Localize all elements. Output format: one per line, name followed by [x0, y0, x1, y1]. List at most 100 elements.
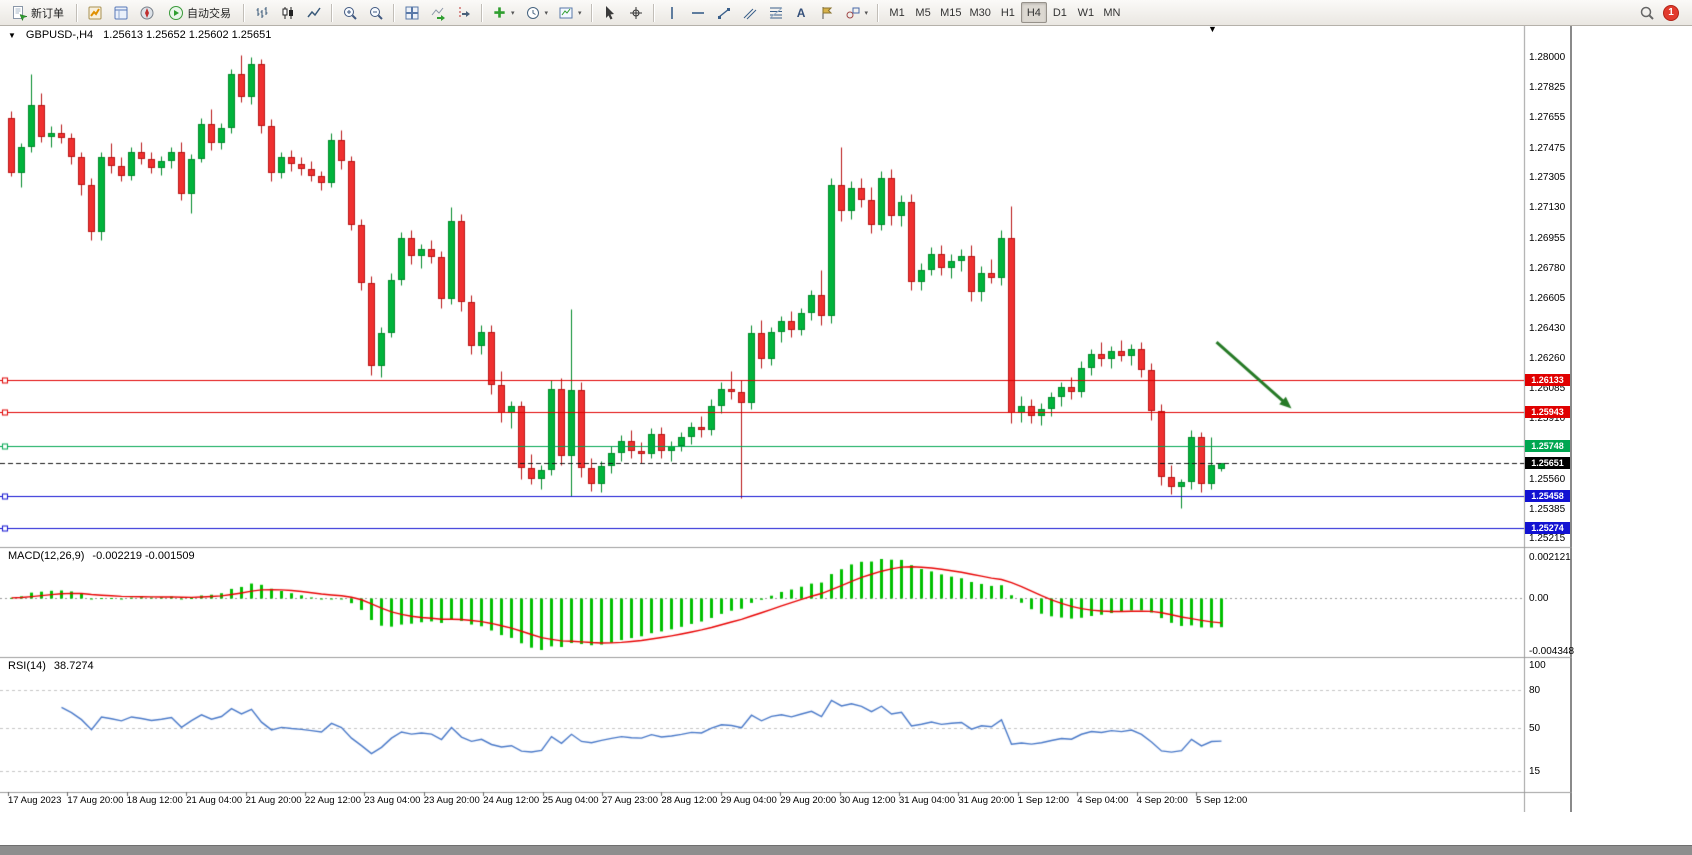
- macd-scale-max-label: 0.002121: [1529, 552, 1571, 563]
- time-axis-label: 18 Aug 12:00: [126, 795, 183, 806]
- toolbar-separator: [331, 3, 333, 22]
- price-axis-label: 1.26955: [1529, 232, 1566, 244]
- vertical-line-button[interactable]: [660, 2, 684, 23]
- text-tool-button[interactable]: A: [790, 2, 813, 23]
- data-window-icon: [114, 6, 128, 19]
- price-line-object[interactable]: [0, 410, 1524, 415]
- auto-trading-icon: [169, 5, 183, 20]
- shapes-button[interactable]: ▾: [841, 2, 873, 23]
- macd-panel-label: MACD(12,26,9) -0.002219 -0.001509: [8, 550, 195, 562]
- toolbar-separator: [481, 3, 483, 22]
- time-axis-label: 28 Aug 12:00: [661, 795, 718, 806]
- time-axis-label: 30 Aug 12:00: [839, 795, 896, 806]
- toolbar-separator: [590, 3, 593, 22]
- crosshair-button[interactable]: [624, 2, 648, 23]
- timeframe-button-m1[interactable]: M1: [889, 6, 905, 19]
- navigator-icon: [140, 6, 154, 19]
- indicators-button[interactable]: ▾: [488, 2, 519, 23]
- price-axis-label: 1.25910: [1529, 413, 1566, 425]
- tile-windows-button[interactable]: [400, 2, 424, 23]
- macd-name-label: MACD(12,26,9): [8, 550, 85, 562]
- rsi-scale-label: 15: [1529, 766, 1541, 778]
- panel-resize-divider[interactable]: [0, 654, 1572, 660]
- price-axis-label: 1.26085: [1529, 382, 1566, 394]
- timeframe-button-w1[interactable]: W1: [1077, 6, 1095, 19]
- timeframe-button-m30[interactable]: M30: [969, 6, 991, 19]
- chart-overlays: ▼ GBPUSD-,H4 1.25613 1.25652 1.25602 1.2…: [0, 24, 1574, 812]
- timeframe-button-h1[interactable]: H1: [1000, 6, 1015, 19]
- horizontal-line-button[interactable]: [686, 2, 710, 23]
- timeframe-button-m15[interactable]: M15: [940, 6, 962, 19]
- templates-button[interactable]: ▾: [554, 2, 586, 23]
- price-axis-label: 1.28000: [1529, 52, 1566, 64]
- bar-chart-button[interactable]: [250, 2, 274, 23]
- zoom-in-button[interactable]: [338, 2, 362, 23]
- window-bottom-edge: [0, 845, 1692, 855]
- ohlc-values-label: 1.25613 1.25652 1.25602 1.25651: [103, 29, 272, 41]
- periods-button[interactable]: ▾: [521, 2, 553, 23]
- price-line-object[interactable]: [0, 378, 1524, 383]
- trendline-button[interactable]: [712, 2, 736, 23]
- cursor-icon: [605, 5, 614, 19]
- chart-shift-marker[interactable]: ▼: [1208, 24, 1217, 34]
- price-axis-label: 1.27825: [1529, 82, 1566, 94]
- text-label-button[interactable]: [815, 2, 839, 23]
- fibonacci-button[interactable]: [764, 2, 788, 23]
- price-axis-label: 1.26260: [1529, 352, 1566, 364]
- search-button[interactable]: [1635, 2, 1659, 23]
- timeframe-button-mn[interactable]: MN: [1103, 6, 1121, 19]
- new-order-label: 新订单: [31, 7, 64, 20]
- channel-icon: [743, 8, 756, 19]
- chevron-down-icon: ▾: [864, 9, 869, 17]
- zoom-out-button[interactable]: [364, 2, 388, 23]
- time-axis-label: 25 Aug 04:00: [542, 795, 599, 806]
- new-order-button[interactable]: 新订单: [5, 2, 71, 23]
- timeframe-button-h4[interactable]: H4: [1020, 2, 1047, 23]
- chart-shift-button[interactable]: [452, 2, 476, 23]
- notification-badge[interactable]: 1: [1663, 4, 1679, 21]
- toolbar-separator: [877, 3, 880, 22]
- indicators-icon: [494, 7, 505, 18]
- price-line-object[interactable]: [0, 444, 1524, 449]
- chart-shift-icon: [459, 6, 470, 19]
- time-axis-label: 31 Aug 20:00: [958, 795, 1015, 806]
- price-axis-label: 1.27475: [1529, 142, 1566, 154]
- price-axis-label: 1.26780: [1529, 262, 1566, 274]
- price-axis-label: 1.26430: [1529, 323, 1566, 335]
- navigator-button[interactable]: [135, 2, 159, 23]
- data-window-button[interactable]: [109, 2, 133, 23]
- market-watch-button[interactable]: [83, 2, 107, 23]
- price-line-object[interactable]: [0, 494, 1524, 499]
- template-icon: [559, 7, 573, 18]
- time-axis-label: 4 Sep 20:00: [1136, 795, 1188, 806]
- auto-trading-label: 自动交易: [187, 7, 231, 20]
- auto-scroll-button[interactable]: [426, 2, 450, 23]
- chart-canvas[interactable]: [0, 26, 1572, 812]
- toolbar-separator: [652, 3, 655, 22]
- fibonacci-icon: [769, 7, 782, 18]
- time-axis-label: 21 Aug 04:00: [186, 795, 243, 806]
- cursor-button[interactable]: [598, 2, 622, 23]
- line-chart-button[interactable]: [302, 2, 326, 23]
- price-line-object[interactable]: [0, 526, 1524, 531]
- time-axis-label: 17 Aug 20:00: [67, 795, 124, 806]
- timeframe-button-d1[interactable]: D1: [1052, 6, 1067, 19]
- bar-chart-icon: [256, 6, 268, 18]
- new-order-icon: [13, 5, 28, 21]
- text-tool-icon: A: [796, 5, 806, 20]
- text-label-icon: [822, 6, 832, 19]
- trend-arrow-object[interactable]: [1217, 342, 1292, 408]
- trendline-icon: [717, 7, 730, 19]
- auto-trading-button[interactable]: 自动交易: [161, 2, 238, 23]
- symbol-info-toggle-icon[interactable]: ▼: [8, 30, 16, 40]
- channel-button[interactable]: [738, 2, 762, 23]
- candlestick-chart-button[interactable]: [276, 2, 300, 23]
- price-axis-label: 1.26605: [1529, 293, 1566, 305]
- panel-resize-divider[interactable]: [0, 544, 1572, 550]
- timeframe-button-m5[interactable]: M5: [915, 6, 931, 19]
- chart-title-row: ▼ GBPUSD-,H4 1.25613 1.25652 1.25602 1.2…: [8, 29, 271, 41]
- price-level-badge: 1.25458: [1525, 490, 1570, 503]
- symbol-timeframe-label: GBPUSD-,H4: [25, 29, 94, 41]
- toolbar-separator: [393, 3, 395, 22]
- horizontal-line-icon: [691, 11, 704, 14]
